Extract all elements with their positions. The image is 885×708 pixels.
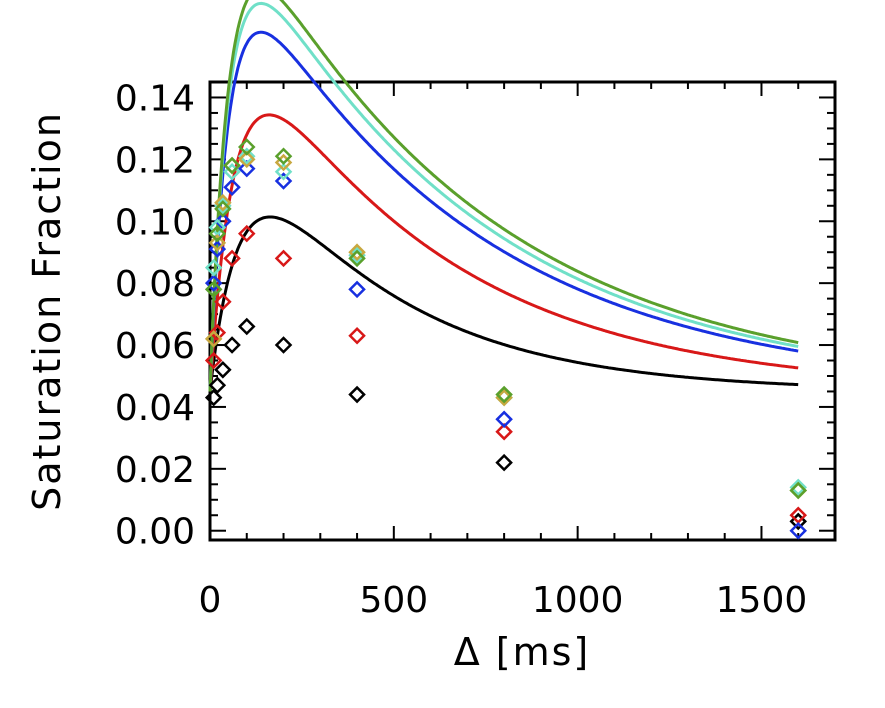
data-point-blue (348, 280, 366, 299)
x-tick-labels: 0 500 1000 1500 (199, 580, 808, 621)
data-point-black (208, 376, 227, 395)
data-point-red (274, 249, 293, 268)
data-point-green (204, 280, 223, 299)
data-point-blue (237, 159, 256, 178)
data-point-cyan (789, 478, 808, 497)
data-point-green (274, 147, 293, 166)
data-point-blue (274, 172, 293, 190)
data-point-black (237, 317, 256, 336)
y-tick-label: 0.14 (115, 78, 195, 119)
data-point-gold (214, 193, 232, 212)
data-point-red (495, 422, 513, 441)
fit-curve-blue (208, 30, 799, 392)
fit-curves (208, 0, 799, 392)
y-tick-label: 0.06 (115, 326, 195, 367)
fit-curve-green (208, 0, 799, 392)
data-point-cyan (274, 162, 293, 181)
y-tick-label: 0.02 (115, 450, 195, 491)
x-tick-label: 1000 (532, 580, 624, 621)
y-tick-label: 0.12 (115, 140, 195, 181)
data-point-red (214, 292, 232, 311)
x-tick-label: 0 (199, 580, 222, 621)
fit-curve-cyan (208, 1, 799, 392)
fit-curve-red (208, 113, 799, 392)
y-axis-label: Saturation Fraction (25, 111, 69, 511)
data-point-gold (208, 234, 227, 252)
data-point-green (789, 481, 808, 500)
data-point-green (237, 138, 256, 156)
plot-frame (208, 80, 837, 542)
data-point-red (208, 323, 227, 342)
x-axis-label: Δ [ms] (454, 630, 591, 674)
data-point-green (214, 200, 232, 218)
axis-ticks (209, 82, 835, 540)
data-point-black (348, 385, 366, 404)
x-tick-label: 1500 (716, 580, 808, 621)
data-point-black (495, 453, 513, 472)
data-point-green (348, 249, 366, 268)
y-tick-label: 0.04 (115, 388, 195, 429)
data-point-gold (237, 150, 256, 169)
y-tick-label: 0.08 (115, 264, 195, 305)
data-point-black (223, 336, 241, 354)
data-point-blue (204, 274, 223, 292)
data-points (204, 138, 808, 540)
data-point-red (348, 326, 366, 345)
data-point-red (237, 224, 256, 243)
data-point-green (208, 224, 227, 243)
data-point-blue (495, 410, 513, 429)
fit-curve-black (208, 215, 799, 392)
data-point-black (274, 336, 293, 354)
data-point-blue (223, 178, 241, 196)
data-point-cyan (237, 147, 256, 166)
data-point-black (204, 388, 223, 407)
data-point-cyan (204, 258, 223, 277)
y-tick-label: 0.10 (115, 202, 195, 243)
data-point-gold (204, 330, 223, 348)
y-tick-label: 0.00 (115, 512, 195, 553)
data-point-green (495, 385, 513, 404)
x-tick-label: 500 (359, 580, 428, 621)
data-point-black (214, 361, 232, 379)
data-point-red (204, 351, 223, 370)
data-point-blue (789, 521, 808, 540)
data-point-green (223, 156, 241, 175)
y-tick-labels: 0.00 0.02 0.04 0.06 0.08 0.10 0.12 0.14 (115, 78, 195, 552)
data-point-gold (348, 243, 366, 261)
data-point-red (223, 249, 241, 268)
